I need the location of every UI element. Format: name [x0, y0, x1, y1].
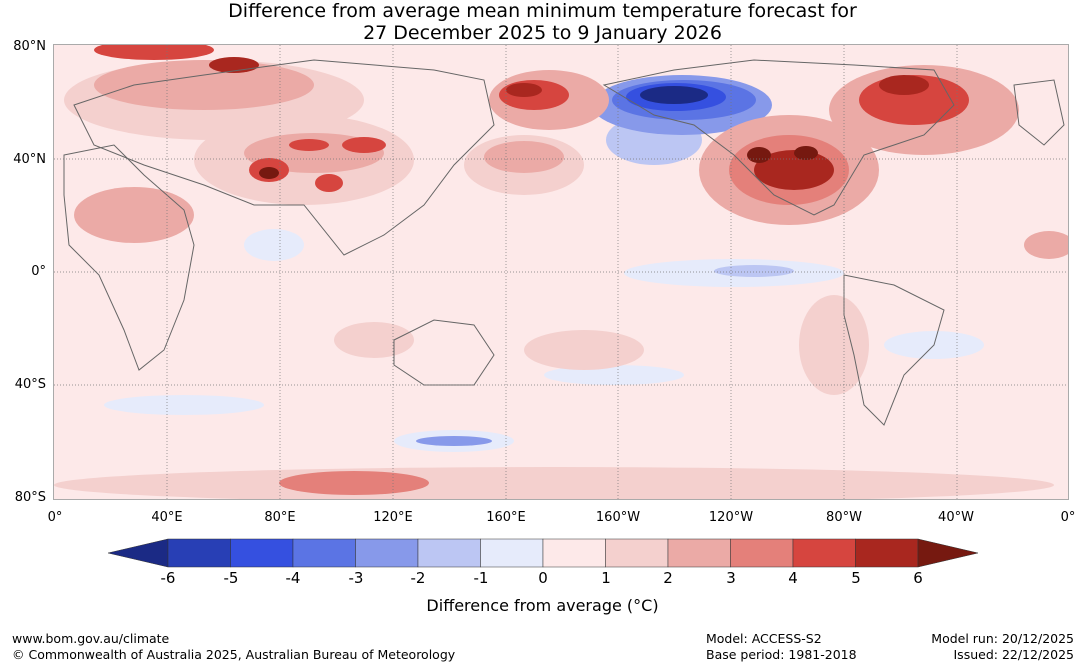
colorbar-swatch	[355, 538, 419, 568]
colorbar-tick: -3	[348, 569, 364, 587]
lon-label-0: 0°	[47, 510, 63, 525]
anomaly-area	[259, 167, 279, 179]
lat-label-0: 0°	[31, 264, 46, 279]
colorbar-swatch	[230, 538, 294, 568]
greenland-coastline	[1013, 79, 1065, 146]
below-average-regions	[104, 75, 984, 452]
anomaly-field	[54, 45, 1068, 499]
colorbar-overflow-triangle	[917, 538, 978, 568]
lon-label-120w: 120°W	[708, 510, 754, 525]
colorbar-tick: 4	[788, 569, 798, 587]
title-line-2: 27 December 2025 to 9 January 2026	[363, 22, 722, 44]
colorbar-underflow-triangle	[108, 538, 169, 568]
anomaly-area	[94, 45, 214, 60]
anomaly-area	[484, 141, 564, 173]
model-name: Model: ACCESS-S2	[706, 631, 822, 646]
colorbar-swatch	[855, 538, 919, 568]
north-america-coastline	[602, 59, 955, 216]
footer-model-info: Model: ACCESS-S2 Base period: 1981-2018	[706, 631, 857, 663]
colorbar-tick: -2	[410, 569, 426, 587]
lon-label-80w: 80°W	[826, 510, 862, 525]
anomaly-area	[879, 75, 929, 95]
above-average-regions	[54, 45, 1068, 499]
map-title: Difference from average mean minimum tem…	[0, 0, 1085, 44]
anomaly-area	[754, 150, 834, 190]
colorbar-tick: 2	[663, 569, 673, 587]
lon-label-120e: 120°E	[373, 510, 413, 525]
anomaly-area	[334, 322, 414, 358]
anomaly-area	[74, 187, 194, 243]
copyright-text: © Commonwealth of Australia 2025, Austra…	[12, 647, 456, 662]
lon-label-0-east: 0°	[1060, 510, 1076, 525]
lat-label-80n: 80°N	[13, 39, 46, 54]
colorbar-label: Difference from average (°C)	[426, 596, 659, 615]
base-period: Base period: 1981-2018	[706, 647, 857, 662]
colorbar-tick: 0	[538, 569, 548, 587]
anomaly-area	[279, 471, 429, 495]
anomaly-area	[342, 137, 386, 153]
colorbar-swatch	[417, 538, 481, 568]
anomaly-area	[104, 395, 264, 415]
colorbar-swatch	[292, 538, 356, 568]
anomaly-area	[714, 265, 794, 277]
anomaly-area	[794, 146, 818, 160]
anomaly-area	[315, 174, 343, 192]
anomaly-area	[544, 365, 684, 385]
colorbar	[108, 538, 978, 568]
colorbar-swatch	[667, 538, 731, 568]
title-line-1: Difference from average mean minimum tem…	[228, 0, 857, 22]
anomaly-area	[506, 83, 542, 97]
lon-label-160e: 160°E	[486, 510, 526, 525]
lat-label-40n: 40°N	[13, 152, 46, 167]
anomaly-area	[524, 330, 644, 370]
colorbar-tick: 1	[601, 569, 611, 587]
colorbar-swatches	[167, 538, 919, 568]
model-run-date: Model run: 20/12/2025	[931, 631, 1074, 646]
website-link[interactable]: www.bom.gov.au/climate	[12, 631, 170, 646]
lat-label-80s: 80°S	[14, 490, 46, 505]
colorbar-tick: 5	[851, 569, 861, 587]
anomaly-area	[416, 436, 492, 446]
anomaly-area	[799, 295, 869, 395]
footer-source: www.bom.gov.au/climate © Commonwealth of…	[12, 631, 455, 663]
lat-label-40s: 40°S	[14, 377, 46, 392]
colorbar-tick: -6	[160, 569, 176, 587]
graticule	[54, 45, 1068, 499]
colorbar-swatch	[542, 538, 606, 568]
lon-label-40w: 40°W	[938, 510, 974, 525]
colorbar-swatch	[792, 538, 856, 568]
colorbar-tick: -5	[223, 569, 239, 587]
colorbar-tick: -4	[285, 569, 301, 587]
south-america-coastline	[843, 274, 945, 426]
anomaly-area	[640, 86, 708, 104]
lon-label-160w: 160°W	[595, 510, 641, 525]
colorbar-tick: 3	[726, 569, 736, 587]
colorbar-tick: -1	[473, 569, 489, 587]
anomaly-area	[94, 60, 314, 110]
lon-label-80e: 80°E	[264, 510, 296, 525]
colorbar-swatch	[167, 538, 231, 568]
anomaly-area	[244, 229, 304, 261]
africa-coastline	[63, 144, 195, 371]
coastlines	[63, 59, 1065, 426]
australia-coastline	[393, 319, 495, 386]
anomaly-area	[289, 139, 329, 151]
colorbar-swatch	[605, 538, 669, 568]
eurasia-coastline	[73, 59, 495, 256]
colorbar-swatch	[480, 538, 544, 568]
footer-dates: Model run: 20/12/2025 Issued: 22/12/2025	[931, 631, 1074, 663]
anomaly-area	[747, 147, 771, 163]
colorbar-swatch	[730, 538, 794, 568]
anomaly-area	[1024, 231, 1068, 259]
lon-label-40e: 40°E	[151, 510, 183, 525]
issued-date: Issued: 22/12/2025	[953, 647, 1075, 662]
colorbar-tick: 6	[913, 569, 923, 587]
temperature-anomaly-map	[53, 44, 1069, 500]
